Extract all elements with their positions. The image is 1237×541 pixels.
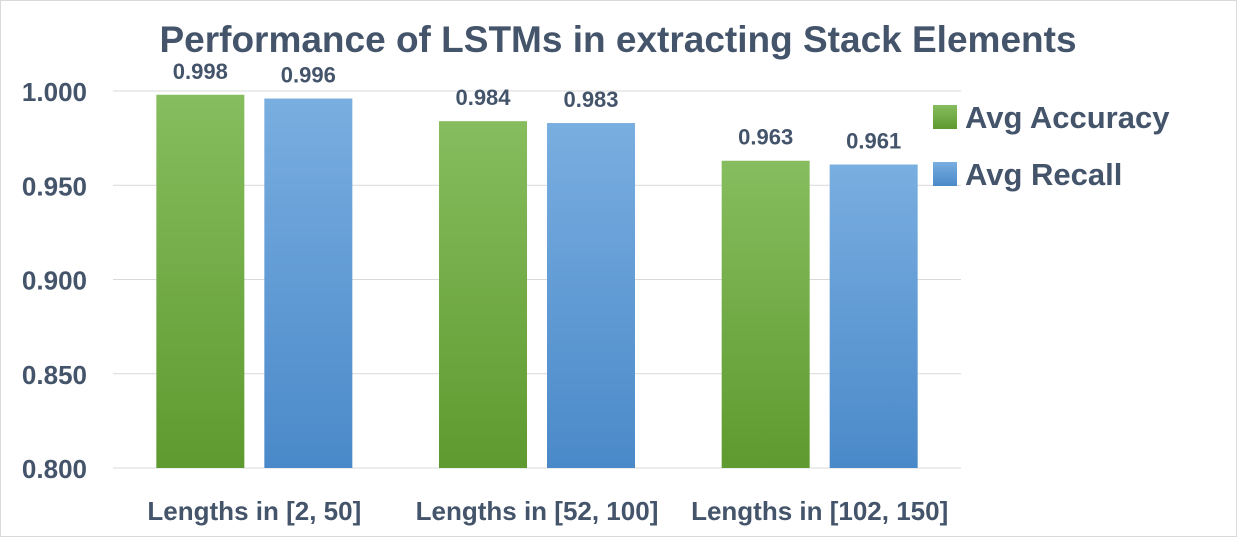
legend-swatch — [933, 105, 957, 129]
data-label: 0.983 — [563, 87, 618, 112]
data-label: 0.984 — [455, 85, 511, 110]
y-tick-label: 0.850 — [22, 360, 87, 390]
bar-avg-recall — [829, 164, 918, 468]
bar-avg-accuracy — [156, 94, 245, 469]
gridlines — [113, 90, 961, 469]
x-axis-tick-labels: Lengths in [2, 50] Lengths in [52, 100] Le… — [147, 496, 948, 526]
y-tick-label: 0.950 — [22, 171, 87, 201]
legend-label: Avg Accuracy — [965, 100, 1170, 135]
data-label: 0.996 — [281, 63, 336, 88]
y-tick-label: 1.000 — [22, 77, 87, 107]
y-tick-label: 0.800 — [22, 454, 87, 484]
x-tick-label: Lengths in [52, 100] — [416, 496, 659, 526]
chart-title: Performance of LSTMs in extracting Stack… — [159, 19, 1076, 60]
bar-avg-accuracy — [439, 121, 527, 468]
bar-avg-recall — [547, 123, 635, 469]
x-tick-label: Lengths in [2, 50] — [147, 496, 361, 526]
legend-swatch — [933, 162, 957, 186]
y-tick-label: 0.900 — [22, 266, 87, 296]
data-label: 0.998 — [173, 59, 228, 84]
bar-avg-recall — [264, 98, 353, 468]
x-tick-label: Lengths in [102, 150] — [691, 496, 948, 526]
legend-label: Avg Recall — [965, 157, 1122, 192]
data-labels: 0.998 0.996 0.984 0.983 0.963 0.961 — [173, 59, 901, 154]
bars — [156, 94, 918, 469]
data-label: 0.963 — [738, 125, 793, 150]
bar-avg-accuracy — [721, 160, 810, 468]
legend: Avg Accuracy Avg Recall — [933, 100, 1170, 192]
y-axis-tick-labels: 0.800 0.850 0.900 0.950 1.000 — [22, 77, 87, 484]
data-label: 0.961 — [846, 129, 901, 154]
